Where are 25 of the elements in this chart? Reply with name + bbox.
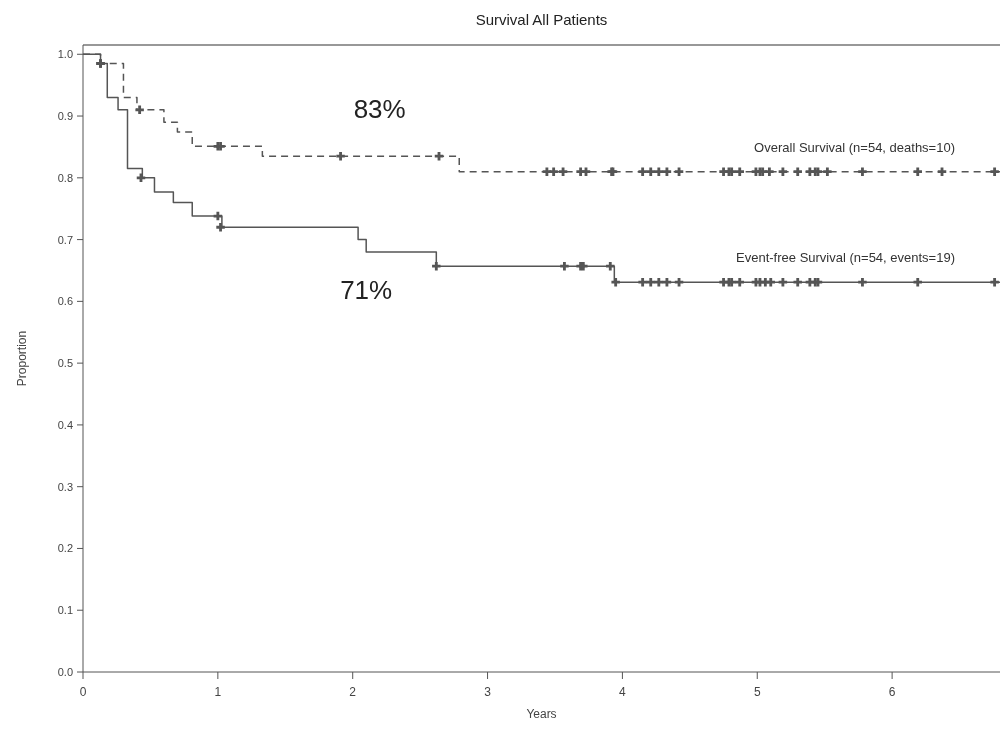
- y-tick-label: 0.6: [57, 295, 73, 308]
- series-label: Overall Survival (n=54, deaths=10): [754, 139, 955, 155]
- annotation: 71%: [340, 274, 393, 305]
- x-tick-label: 2: [349, 685, 357, 699]
- y-tick-label: 0.3: [57, 480, 73, 493]
- x-tick-label: 6: [888, 685, 896, 699]
- chart-title: Survival All Patients: [475, 11, 608, 28]
- x-tick-label: 0: [79, 685, 87, 699]
- x-tick-label: 5: [753, 685, 761, 699]
- y-tick-label: 0.7: [57, 233, 73, 246]
- y-tick-label: 0.4: [57, 418, 73, 431]
- x-tick-label: 1: [214, 685, 222, 699]
- x-axis-title: Years: [526, 707, 557, 721]
- y-tick-label: 0.0: [57, 666, 73, 678]
- y-axis-title: Proportion: [15, 330, 29, 387]
- series-label: Event-free Survival (n=54, events=19): [736, 250, 955, 266]
- y-tick-label: 0.8: [57, 171, 73, 184]
- x-tick-label: 4: [619, 685, 627, 699]
- y-tick-label: 0.2: [57, 542, 73, 555]
- x-tick-label: 3: [484, 685, 492, 699]
- y-tick-label: 0.5: [57, 357, 73, 370]
- y-tick-label: 0.1: [57, 604, 73, 617]
- annotation: 83%: [353, 94, 406, 125]
- y-tick-label: 1.0: [57, 48, 73, 61]
- y-tick-label: 0.9: [57, 110, 73, 123]
